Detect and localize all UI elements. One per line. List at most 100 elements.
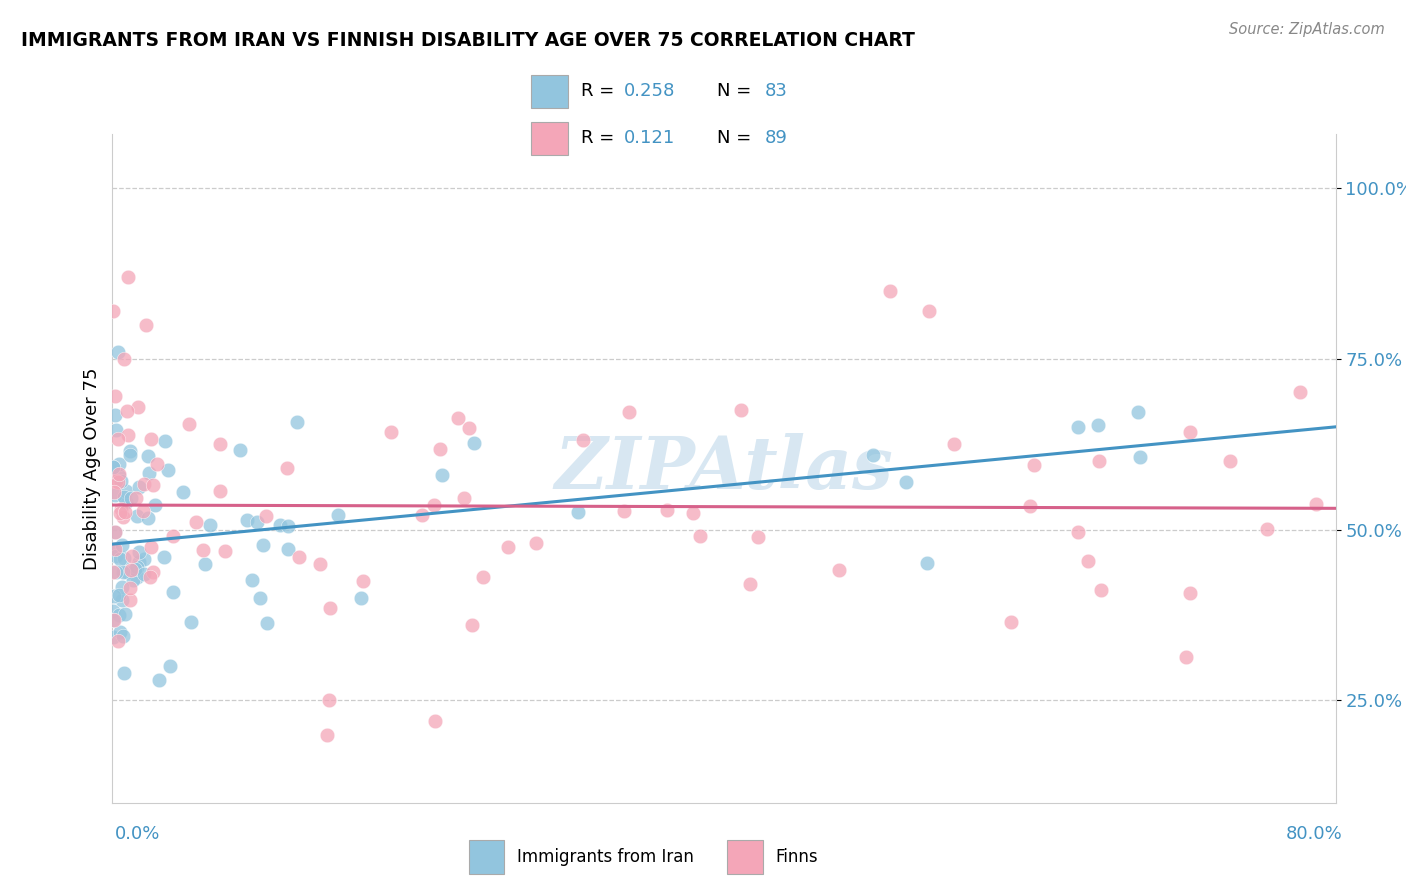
Point <box>125 491 148 505</box>
Point <box>125 509 148 524</box>
Point <box>117 428 139 442</box>
Point <box>453 491 475 505</box>
Point <box>191 542 214 557</box>
Text: 0.0%: 0.0% <box>115 825 160 843</box>
Point <box>249 591 271 605</box>
Point <box>1256 522 1278 536</box>
Point <box>423 714 446 728</box>
Point <box>114 607 136 622</box>
Point <box>1289 385 1312 400</box>
Point <box>879 284 901 298</box>
Point <box>918 304 941 318</box>
Point <box>125 560 148 574</box>
Point <box>350 591 373 606</box>
Point <box>132 476 155 491</box>
Point <box>105 565 128 579</box>
Point <box>1087 417 1109 432</box>
Point <box>943 437 966 451</box>
Point <box>112 510 135 524</box>
Point <box>423 498 446 512</box>
Point <box>115 484 138 499</box>
Point <box>1019 500 1042 514</box>
Point <box>315 727 337 741</box>
Point <box>1090 582 1112 597</box>
Point <box>104 541 127 556</box>
Point <box>245 515 267 529</box>
Point <box>288 550 311 565</box>
Point <box>682 506 704 520</box>
Point <box>114 505 136 519</box>
Point <box>747 530 769 544</box>
Point <box>1178 425 1201 439</box>
Point <box>104 488 127 502</box>
Point <box>103 304 125 318</box>
Point <box>252 538 274 552</box>
Point <box>101 566 124 580</box>
Point <box>200 518 222 533</box>
Point <box>524 536 547 550</box>
Point <box>115 495 138 509</box>
Point <box>112 666 135 681</box>
Point <box>101 604 124 618</box>
Point <box>276 460 298 475</box>
Y-axis label: Disability Age Over 75: Disability Age Over 75 <box>83 367 101 570</box>
Point <box>148 673 170 687</box>
Point <box>111 629 134 643</box>
Point <box>318 693 340 707</box>
Point <box>104 549 127 563</box>
Point <box>108 469 131 483</box>
Point <box>657 503 679 517</box>
Point <box>128 545 150 559</box>
Point <box>128 555 150 569</box>
Point <box>115 566 138 580</box>
FancyBboxPatch shape <box>470 839 505 874</box>
Point <box>472 570 495 584</box>
Point <box>101 630 124 644</box>
Point <box>429 442 451 457</box>
Point <box>104 423 127 437</box>
Point <box>117 270 139 285</box>
Point <box>155 434 177 449</box>
Point <box>104 525 127 540</box>
Point <box>138 467 160 481</box>
Point <box>101 459 124 474</box>
Text: Immigrants from Iran: Immigrants from Iran <box>517 847 695 866</box>
Point <box>143 498 166 512</box>
Point <box>1219 454 1241 468</box>
Point <box>103 485 125 500</box>
Text: N =: N = <box>717 82 756 100</box>
Text: 0.121: 0.121 <box>624 129 675 147</box>
Point <box>153 550 176 565</box>
Point <box>103 589 125 603</box>
Point <box>127 569 149 583</box>
Point <box>162 585 184 599</box>
Point <box>446 411 468 425</box>
Point <box>135 318 157 332</box>
Point <box>567 505 589 519</box>
Point <box>828 563 851 577</box>
Point <box>380 425 402 439</box>
Point <box>411 508 433 522</box>
Point <box>730 402 752 417</box>
Point <box>1088 453 1111 467</box>
Point <box>240 573 263 587</box>
FancyBboxPatch shape <box>530 122 568 155</box>
Point <box>110 506 132 520</box>
Point <box>269 518 291 533</box>
Text: Source: ZipAtlas.com: Source: ZipAtlas.com <box>1229 22 1385 37</box>
Point <box>108 625 131 640</box>
Text: Finns: Finns <box>775 847 818 866</box>
Point <box>862 448 884 462</box>
Point <box>118 443 141 458</box>
Point <box>209 484 232 499</box>
Point <box>142 478 165 492</box>
Point <box>127 401 149 415</box>
Point <box>141 565 163 579</box>
Point <box>236 513 259 527</box>
Point <box>285 416 308 430</box>
Point <box>107 457 129 471</box>
Point <box>309 557 332 571</box>
Text: 80.0%: 80.0% <box>1286 825 1343 843</box>
Point <box>689 529 711 543</box>
Point <box>180 615 202 630</box>
